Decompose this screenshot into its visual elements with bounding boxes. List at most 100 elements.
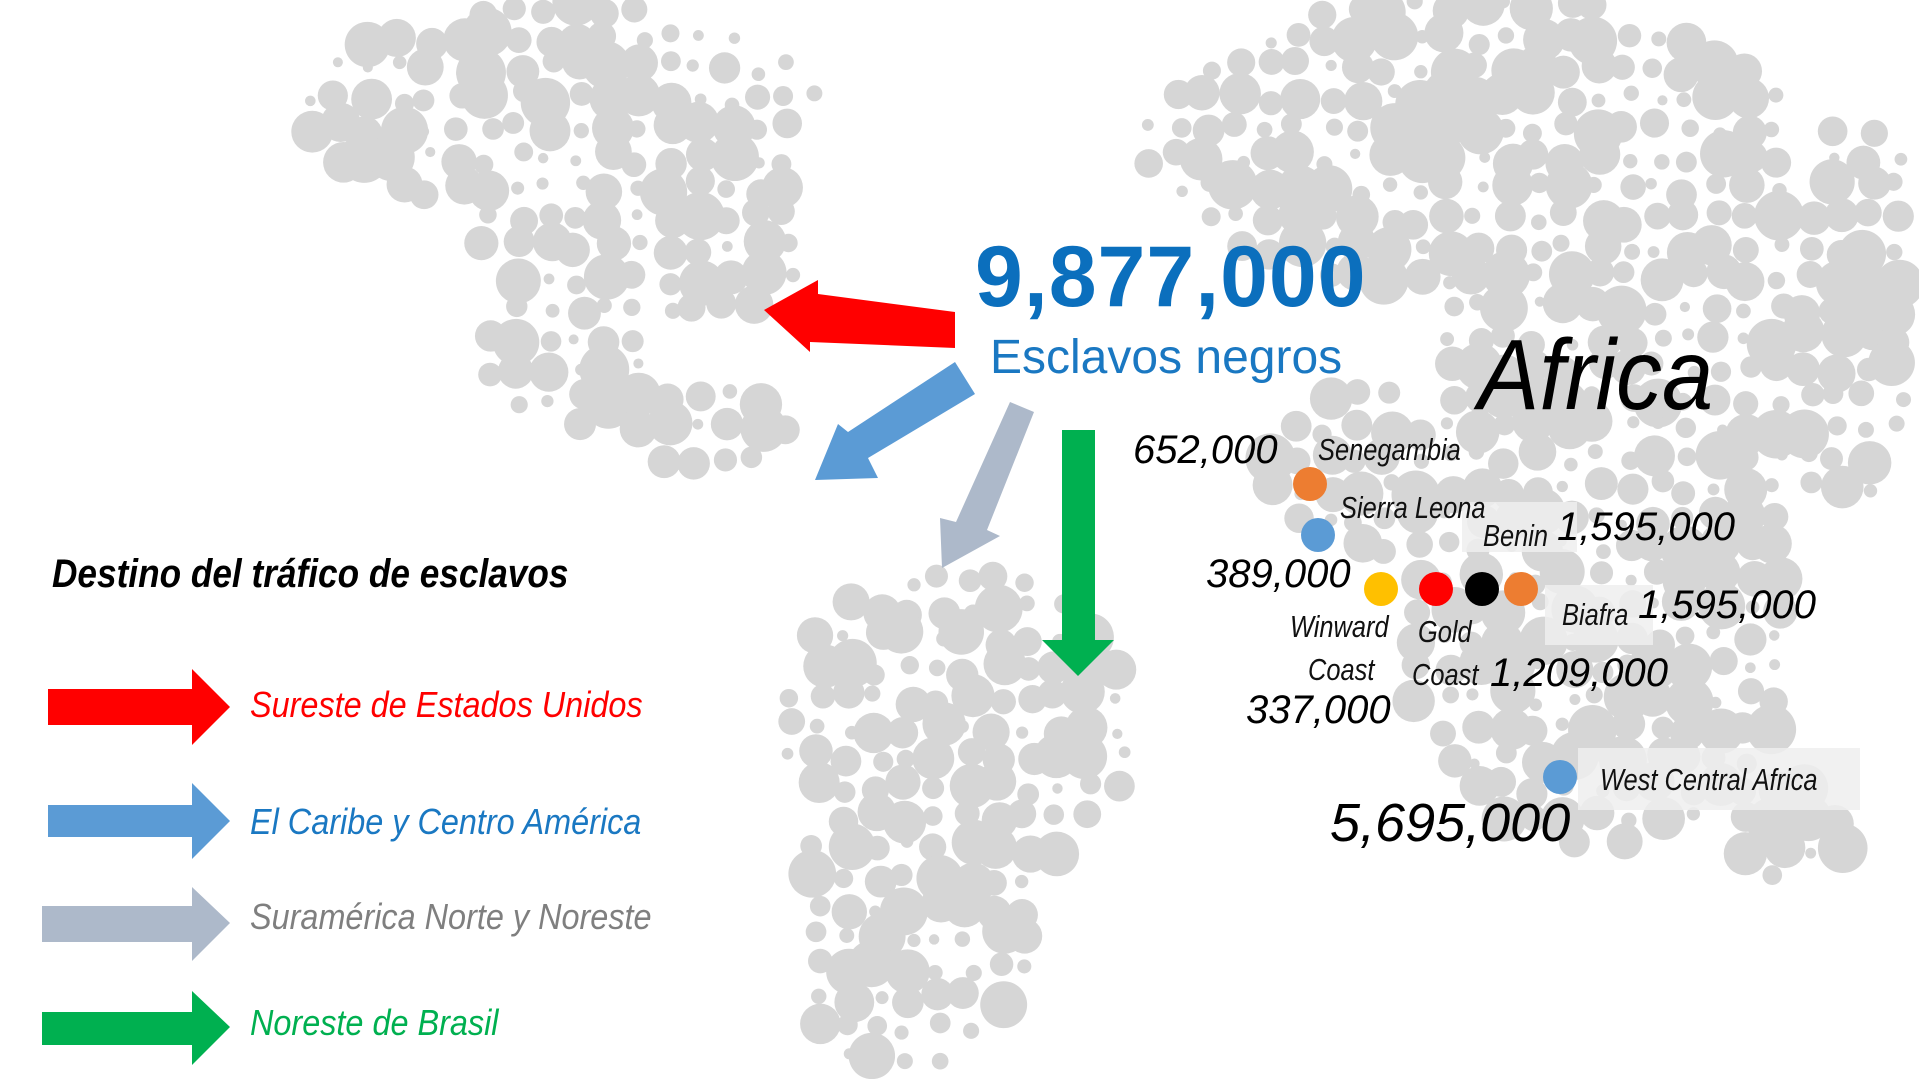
map-dot — [1112, 728, 1123, 740]
map-dot — [677, 101, 720, 143]
map-dot — [377, 18, 416, 58]
arrow-caribbean — [815, 362, 975, 480]
map-dot — [1554, 112, 1578, 136]
map-dot — [1709, 696, 1722, 709]
map-dot — [837, 1014, 858, 1036]
map-dot — [1034, 831, 1080, 877]
map-dot — [834, 781, 856, 803]
map-dot — [1681, 119, 1699, 137]
map-dot — [1700, 523, 1741, 564]
map-dot — [710, 407, 744, 441]
map-dot — [1581, 48, 1617, 84]
map-dot — [1496, 0, 1510, 9]
map-dot — [954, 800, 980, 826]
map-dot — [1617, 23, 1642, 48]
map-dot — [1439, 531, 1460, 553]
map-dot — [583, 254, 630, 300]
map-dot — [305, 95, 316, 107]
map-dot — [1325, 59, 1337, 72]
map-dot — [1675, 151, 1697, 173]
map-dot — [506, 55, 540, 88]
map-dot — [1663, 57, 1699, 93]
map-dot — [1278, 219, 1327, 268]
map-dot — [1308, 0, 1337, 29]
map-dot — [1490, 323, 1515, 348]
map-dot — [929, 1012, 951, 1034]
map-dot — [828, 823, 876, 871]
map-dot — [502, 0, 526, 21]
map-dot — [938, 609, 985, 655]
map-dot — [1584, 227, 1622, 265]
map-dot — [1490, 668, 1536, 714]
legend-arrow-caribbean — [48, 783, 230, 859]
map-dot — [848, 1032, 896, 1079]
total-slaves-label: Esclavos negros — [990, 331, 1343, 384]
map-dot — [478, 362, 502, 387]
map-dot — [927, 964, 943, 981]
map-dot — [1440, 332, 1455, 347]
map-dot — [1007, 799, 1037, 829]
senegambia-dot — [1293, 467, 1327, 501]
map-dot — [1848, 380, 1875, 407]
map-dot — [1584, 467, 1618, 501]
map-dot — [332, 57, 343, 68]
map-dot — [1438, 744, 1472, 778]
legend-label-south-america: Suramérica Norte y Noreste — [250, 896, 652, 937]
map-dot — [830, 745, 862, 777]
map-dot — [392, 55, 407, 70]
map-dot — [537, 152, 549, 164]
west-central-africa-value: 5,695,000 — [1330, 793, 1571, 853]
map-dot — [684, 238, 712, 266]
map-dot — [1415, 239, 1431, 255]
map-dot — [1612, 261, 1635, 284]
map-dot — [585, 173, 623, 211]
map-dot — [1221, 112, 1247, 137]
map-dot — [1732, 236, 1759, 263]
africa-label: Africa — [1478, 319, 1714, 431]
benin-label: Benin — [1483, 518, 1549, 553]
map-dot — [1542, 283, 1583, 324]
map-dot — [1556, 650, 1594, 689]
map-dot — [362, 62, 373, 73]
map-dot — [1511, 399, 1555, 443]
map-dot — [1665, 643, 1713, 691]
map-dot — [685, 166, 715, 196]
map-dot — [1531, 593, 1549, 611]
map-dot — [740, 405, 787, 452]
legend-arrow-brazil — [42, 991, 230, 1065]
map-dot — [1762, 865, 1783, 885]
map-dot — [1700, 130, 1748, 178]
map-dot — [1228, 206, 1243, 221]
map-dot — [1569, 693, 1581, 705]
map-dot — [473, 154, 494, 175]
map-dot — [885, 949, 930, 994]
map-dot — [1761, 147, 1792, 178]
map-dot — [1888, 415, 1905, 432]
map-dot — [879, 609, 924, 654]
map-dot — [692, 29, 704, 41]
map-dot — [1690, 40, 1739, 89]
map-dot — [1692, 73, 1739, 121]
map-dot — [1443, 445, 1460, 462]
map-dot — [1740, 356, 1762, 378]
map-dot — [1437, 505, 1451, 519]
map-dot — [1258, 48, 1285, 75]
map-dot — [1012, 627, 1042, 656]
map-dot — [1073, 800, 1102, 829]
legend-label-caribbean: El Caribe y Centro América — [250, 801, 642, 842]
map-dot — [1510, 70, 1555, 115]
map-dot — [990, 689, 1016, 715]
map-dot — [1118, 746, 1131, 759]
map-dot — [890, 863, 913, 887]
map-dot — [1404, 599, 1431, 626]
map-dot — [1457, 107, 1504, 155]
map-dot — [1763, 121, 1780, 138]
map-dot — [1800, 471, 1823, 494]
map-dot — [708, 52, 741, 84]
map-dot — [1179, 137, 1223, 181]
map-dot — [568, 296, 601, 330]
map-dot — [1060, 669, 1105, 714]
map-dot — [1349, 148, 1361, 160]
map-dot — [1019, 595, 1035, 612]
map-dot — [676, 191, 725, 241]
